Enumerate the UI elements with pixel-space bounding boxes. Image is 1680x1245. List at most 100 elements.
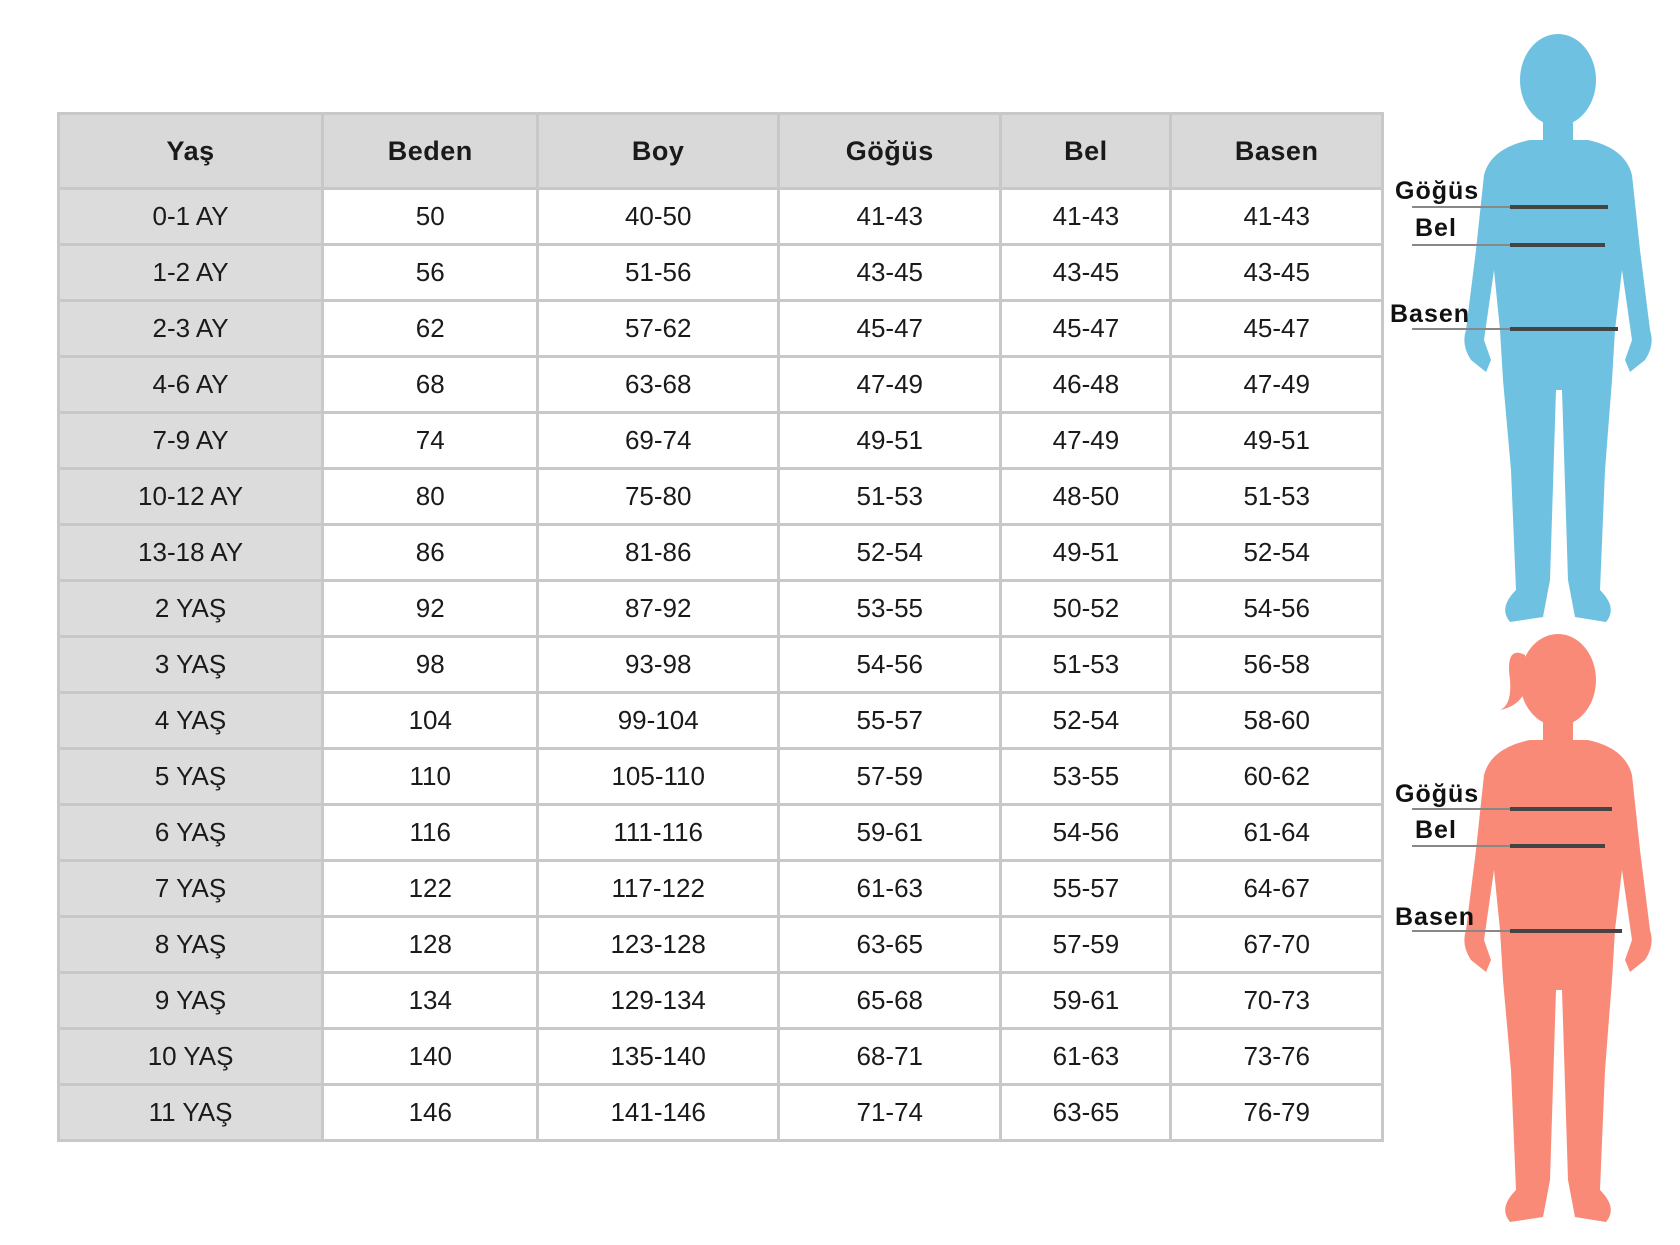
table-cell: 53-55 [999,747,1173,806]
table-cell: 45-47 [776,299,1003,358]
table-cell: 43-45 [1169,243,1384,302]
age-cell: 2-3 AY [56,299,325,358]
table-cell: 63-65 [999,1083,1173,1142]
table-row: 3 YAŞ 98 93-98 54-56 51-53 56-58 [56,635,1384,694]
table-cell: 141-146 [536,1083,780,1142]
table-row: 0-1 AY 50 40-50 41-43 41-43 41-43 [56,187,1384,246]
table-cell: 135-140 [536,1027,780,1086]
table-cell: 61-63 [999,1027,1173,1086]
age-cell: 7-9 AY [56,411,325,470]
table-cell: 61-64 [1169,803,1384,862]
table-cell: 75-80 [536,467,780,526]
age-cell: 2 YAŞ [56,579,325,638]
table-row: 13-18 AY 86 81-86 52-54 49-51 52-54 [56,523,1384,582]
table-cell: 122 [321,859,540,918]
table-cell: 59-61 [999,971,1173,1030]
size-chart-table: Yaş Beden Boy Göğüs Bel Basen 0-1 AY 50 40-50 41… [56,112,1384,1142]
table-row: 4 YAŞ 104 99-104 55-57 52-54 58-60 [56,691,1384,750]
table-cell: 61-63 [776,859,1003,918]
age-cell: 4-6 AY [56,355,325,414]
table-cell: 68 [321,355,540,414]
girl-waist-label: Bel [1415,816,1457,844]
table-cell: 87-92 [536,579,780,638]
table-row: 7 YAŞ 122 117-122 61-63 55-57 64-67 [56,859,1384,918]
table-cell: 110 [321,747,540,806]
age-cell: 6 YAŞ [56,803,325,862]
table-cell: 45-47 [1169,299,1384,358]
table-cell: 67-70 [1169,915,1384,974]
column-header: Göğüs [776,112,1003,190]
table-row: 2-3 AY 62 57-62 45-47 45-47 45-47 [56,299,1384,358]
table-row: 4-6 AY 68 63-68 47-49 46-48 47-49 [56,355,1384,414]
boy-chest-label: Göğüs [1395,177,1480,205]
table-cell: 64-67 [1169,859,1384,918]
table-cell: 98 [321,635,540,694]
table-cell: 93-98 [536,635,780,694]
neck-shape [1543,715,1573,750]
table-row: 7-9 AY 74 69-74 49-51 47-49 49-51 [56,411,1384,470]
table-cell: 63-68 [536,355,780,414]
table-cell: 65-68 [776,971,1003,1030]
table-cell: 41-43 [1169,187,1384,246]
table-cell: 51-53 [1169,467,1384,526]
table-cell: 51-53 [776,467,1003,526]
table-cell: 111-116 [536,803,780,862]
table-cell: 80 [321,467,540,526]
table-cell: 86 [321,523,540,582]
table-cell: 53-55 [776,579,1003,638]
body-shape [1464,140,1652,622]
table-cell: 50-52 [999,579,1173,638]
table-cell: 57-59 [776,747,1003,806]
table-cell: 105-110 [536,747,780,806]
head-shape [1520,34,1596,126]
table-cell: 40-50 [536,187,780,246]
age-cell: 3 YAŞ [56,635,325,694]
age-cell: 4 YAŞ [56,691,325,750]
table-row: 9 YAŞ 134 129-134 65-68 59-61 70-73 [56,971,1384,1030]
table-cell: 57-59 [999,915,1173,974]
table-cell: 104 [321,691,540,750]
table-cell: 49-51 [776,411,1003,470]
table-cell: 57-62 [536,299,780,358]
table-cell: 146 [321,1083,540,1142]
table-cell: 81-86 [536,523,780,582]
table-cell: 47-49 [1169,355,1384,414]
table-cell: 76-79 [1169,1083,1384,1142]
ponytail-shape [1500,652,1528,710]
table-cell: 116 [321,803,540,862]
table-cell: 54-56 [999,803,1173,862]
age-cell: 10-12 AY [56,467,325,526]
column-header: Bel [999,112,1173,190]
table-cell: 63-65 [776,915,1003,974]
column-header: Basen [1169,112,1384,190]
body-shape [1464,740,1652,1222]
table-cell: 134 [321,971,540,1030]
table-row: 1-2 AY 56 51-56 43-45 43-45 43-45 [56,243,1384,302]
age-cell: 0-1 AY [56,187,325,246]
table-cell: 54-56 [776,635,1003,694]
table-cell: 51-56 [536,243,780,302]
age-cell: 8 YAŞ [56,915,325,974]
boy-hip-label: Basen [1390,300,1471,328]
table-cell: 59-61 [776,803,1003,862]
neck-shape [1543,115,1573,150]
table-cell: 99-104 [536,691,780,750]
table-row: 6 YAŞ 116 111-116 59-61 54-56 61-64 [56,803,1384,862]
head-shape [1520,634,1596,726]
table-cell: 123-128 [536,915,780,974]
table-cell: 43-45 [776,243,1003,302]
table-cell: 52-54 [999,691,1173,750]
table-cell: 69-74 [536,411,780,470]
column-header: Yaş [56,112,325,190]
table-row: 2 YAŞ 92 87-92 53-55 50-52 54-56 [56,579,1384,638]
table-cell: 128 [321,915,540,974]
table-cell: 56-58 [1169,635,1384,694]
table-cell: 58-60 [1169,691,1384,750]
table-cell: 73-76 [1169,1027,1384,1086]
table-cell: 74 [321,411,540,470]
table-cell: 50 [321,187,540,246]
table-row: 5 YAŞ 110 105-110 57-59 53-55 60-62 [56,747,1384,806]
table-cell: 62 [321,299,540,358]
table-cell: 49-51 [1169,411,1384,470]
table-cell: 56 [321,243,540,302]
